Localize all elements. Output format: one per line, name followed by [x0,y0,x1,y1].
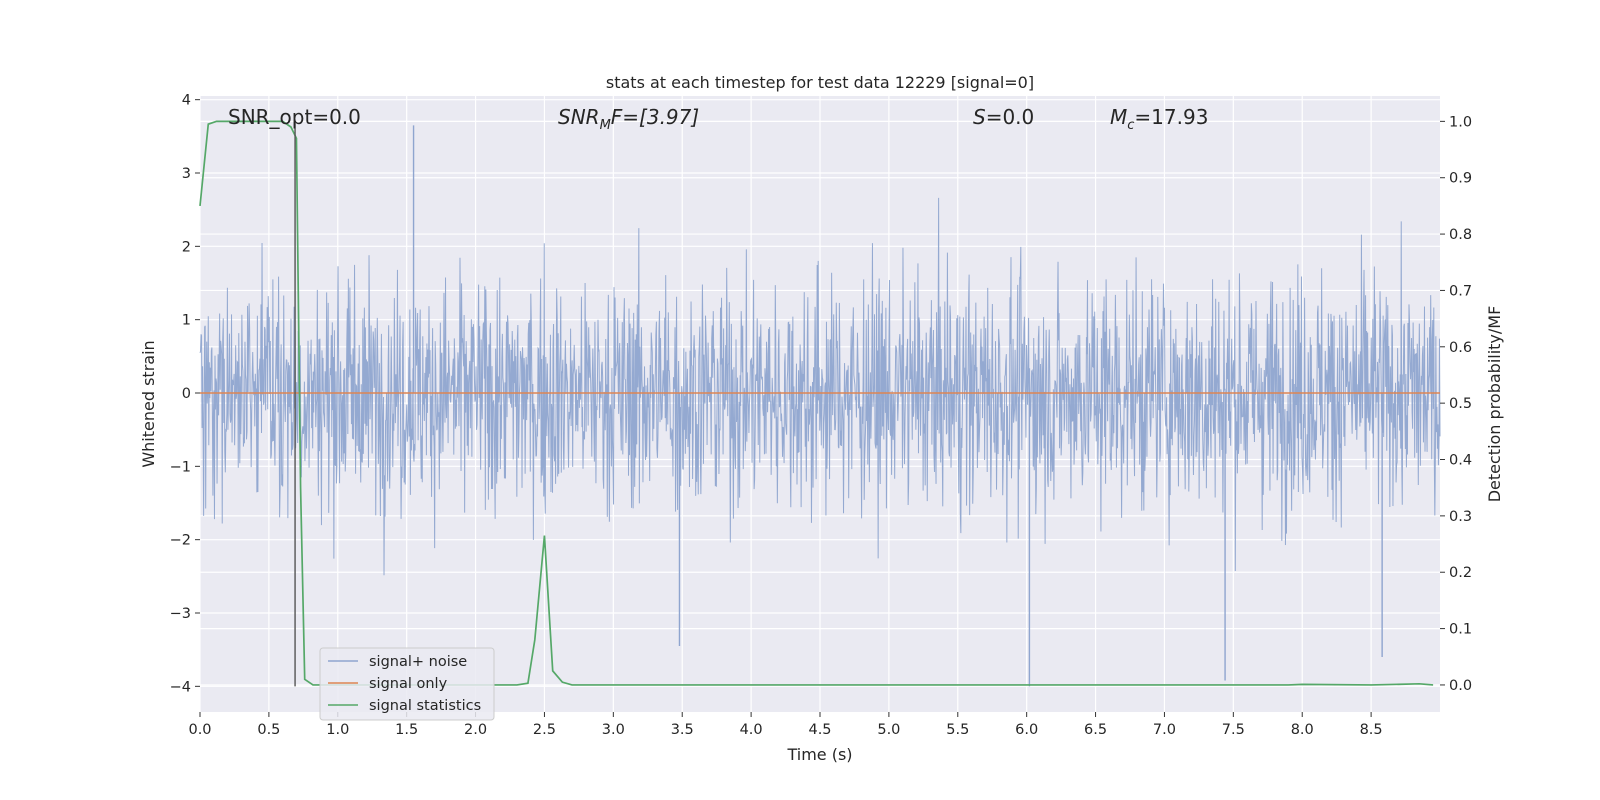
annotation-mc-rest: =17.93 [1134,105,1208,129]
signal-statistics-line [199,120,1434,686]
annotation-mc: Mc=17.93 [1110,105,1208,133]
legend: signal+ noise signal only signal statist… [319,647,495,721]
x-tick-label: 6.5 [1084,722,1107,738]
y-tick-label-right: 0.9 [1449,171,1472,187]
x-tick-label: 6.0 [1015,722,1038,738]
y-tick-label-left: 0 [182,386,191,402]
annotation-s: S=0.0 [973,105,1034,129]
y-tick-label-left: 1 [182,313,191,329]
y-tick-label-left: −1 [170,459,191,475]
chart-title: stats at each timestep for test data 122… [606,73,1034,92]
y-tick-label-left: 4 [182,93,191,109]
y-axis-label-left: Whitened strain [139,340,158,467]
annotation-mc-main: M [1110,105,1127,129]
y-axis-label-right: Detection probability/MF [1485,306,1504,503]
y-tick-label-right: 0.6 [1449,340,1472,356]
signal-plus-noise-line [199,197,1441,576]
x-tick-label: 1.5 [395,722,418,738]
annotation-snr-mf-main: SNR [558,105,600,129]
y-tick-label-right: 0.1 [1449,622,1472,638]
x-tick-label: 5.0 [877,722,900,738]
y-tick-label-left: 2 [182,239,191,255]
x-tick-label: 7.0 [1153,722,1176,738]
x-tick-label: 5.5 [946,722,969,738]
x-tick-label: 1.0 [326,722,349,738]
y-tick-label-left: −3 [170,606,191,622]
x-tick-label: 0.0 [188,722,211,738]
y-tick-label-left: −4 [170,679,191,695]
x-tick-label: 8.0 [1291,722,1314,738]
signal-plus-noise-spikes [412,125,1383,687]
y-tick-label-right: 0.4 [1449,453,1472,469]
x-tick-label: 4.5 [808,722,831,738]
annotation-s-rest: =0.0 [986,105,1035,129]
x-tick-label: 4.0 [740,722,763,738]
y-tick-label-left: 3 [182,166,191,182]
annotation-snr-mf: SNRMF=[3.97] [558,105,699,133]
x-tick-label: 7.5 [1222,722,1245,738]
annotation-snr-opt: SNR_opt=0.0 [228,105,361,129]
y-tick-label-right: 0.5 [1449,396,1472,412]
y-tick-label-right: 0.0 [1449,678,1472,694]
y-tick-label-right: 1.0 [1449,114,1472,130]
legend-label-signal-only: signal only [369,676,448,692]
y-tick-label-right: 0.2 [1449,565,1472,581]
y-tick-label-right: 0.8 [1449,227,1472,243]
annotation-s-main: S [973,105,986,129]
signal-plus-noise-series [199,125,1441,687]
y-tick-label-right: 0.3 [1449,509,1472,525]
legend-label-signal-statistics: signal statistics [369,698,481,714]
x-tick-label: 0.5 [257,722,280,738]
legend-box [319,647,495,721]
annotation-snr-mf-rest: F=[3.97] [611,105,699,129]
annotation-snr-mf-sub: M [600,118,611,133]
y-tick-label-right: 0.7 [1449,283,1472,299]
x-tick-label: 2.0 [464,722,487,738]
ticks: 0.0 0.5 1.0 1.5 2.0 2.5 3.0 3.5 4.0 4.5 5.0 5.5 6.0 6… [170,93,1472,738]
annotation-mc-sub: c [1127,118,1134,133]
x-tick-label: 3.5 [671,722,694,738]
y-tick-label-left: −2 [170,533,191,549]
x-axis-label: Time (s) [786,745,852,764]
x-tick-label: 8.5 [1360,722,1383,738]
x-tick-label: 2.5 [533,722,556,738]
x-tick-label: 3.0 [602,722,625,738]
signal-statistics-series [199,120,1434,686]
legend-label-signal-plus-noise: signal+ noise [369,654,467,670]
